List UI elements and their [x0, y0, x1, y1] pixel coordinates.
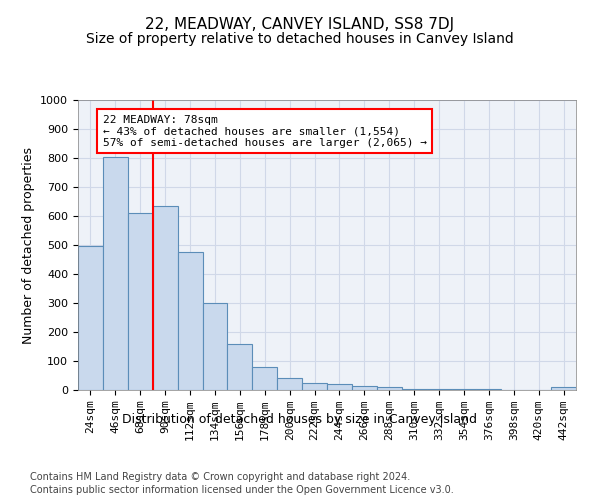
Bar — [253, 368, 277, 390]
Bar — [327, 384, 352, 390]
Bar — [103, 156, 128, 390]
Text: Contains public sector information licensed under the Open Government Licence v3: Contains public sector information licen… — [30, 485, 454, 495]
Bar — [178, 252, 203, 390]
Text: 22, MEADWAY, CANVEY ISLAND, SS8 7DJ: 22, MEADWAY, CANVEY ISLAND, SS8 7DJ — [145, 18, 455, 32]
Bar — [203, 303, 227, 390]
Bar — [227, 344, 253, 390]
Bar — [452, 388, 476, 390]
Bar — [377, 386, 402, 390]
Bar — [277, 378, 302, 390]
Bar — [427, 388, 452, 390]
Bar — [128, 213, 153, 390]
Text: Distribution of detached houses by size in Canvey Island: Distribution of detached houses by size … — [122, 412, 478, 426]
Bar — [402, 388, 427, 390]
Bar — [302, 383, 327, 390]
Text: Contains HM Land Registry data © Crown copyright and database right 2024.: Contains HM Land Registry data © Crown c… — [30, 472, 410, 482]
Text: 22 MEADWAY: 78sqm
← 43% of detached houses are smaller (1,554)
57% of semi-detac: 22 MEADWAY: 78sqm ← 43% of detached hous… — [103, 114, 427, 148]
Bar — [551, 387, 576, 390]
Bar — [153, 206, 178, 390]
Bar — [352, 386, 377, 390]
Bar — [476, 388, 502, 390]
Text: Size of property relative to detached houses in Canvey Island: Size of property relative to detached ho… — [86, 32, 514, 46]
Y-axis label: Number of detached properties: Number of detached properties — [22, 146, 35, 344]
Bar — [78, 246, 103, 390]
